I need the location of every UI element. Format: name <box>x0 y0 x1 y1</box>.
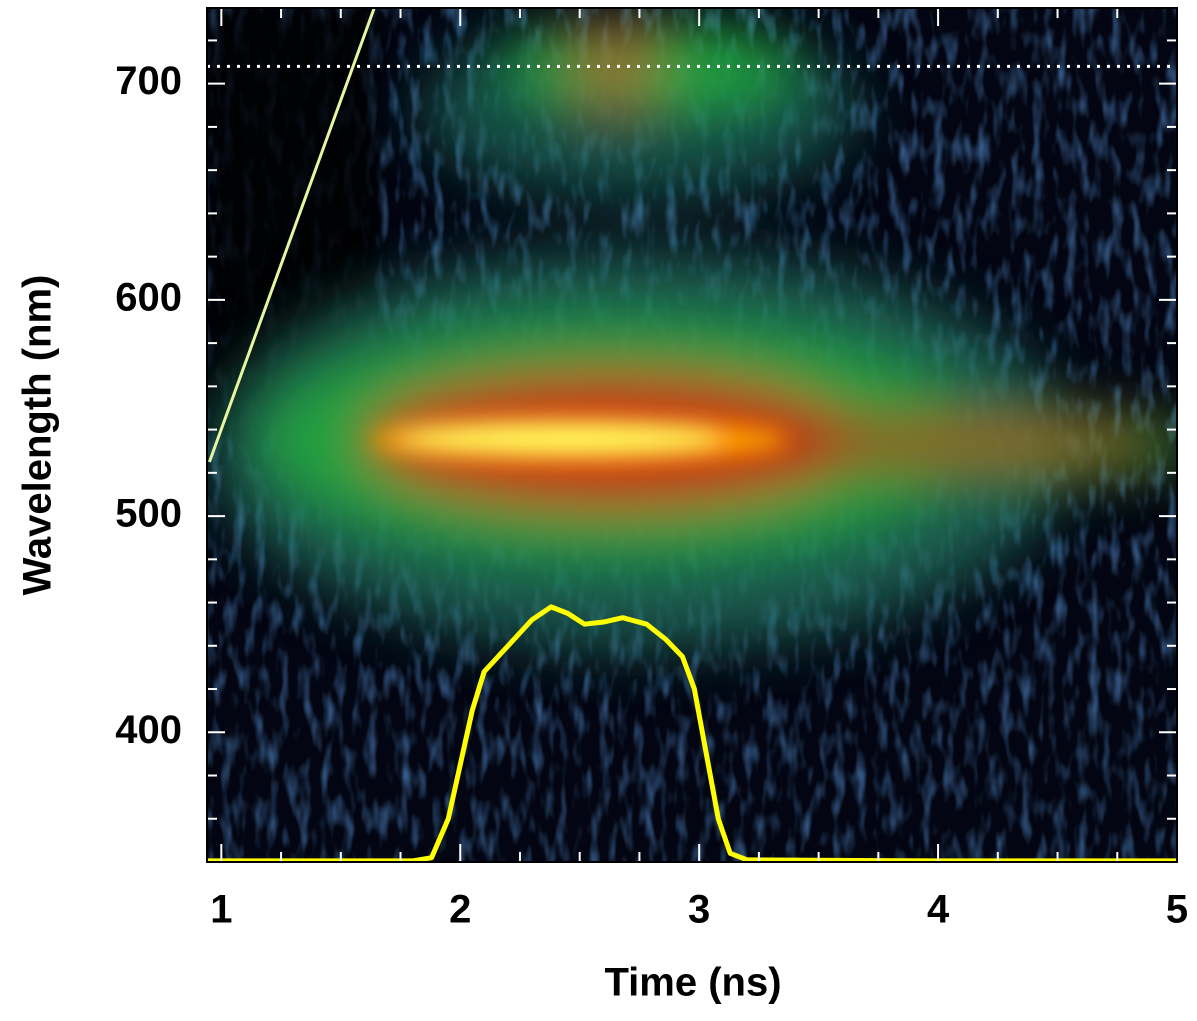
y-tick-label: 700 <box>115 59 182 103</box>
y-tick-label: 500 <box>115 492 182 536</box>
overlay <box>207 8 1177 862</box>
axes: 1 2 3 4 5 400 500 600 700 <box>115 8 1188 932</box>
x-tick-label: 3 <box>688 888 710 932</box>
x-tick-label: 5 <box>1166 888 1188 932</box>
pulse-line <box>207 604 1177 862</box>
plot-frame <box>206 7 1178 863</box>
y-tick-label: 600 <box>115 275 182 319</box>
y-axis-label: Wavelength (nm) <box>16 275 60 596</box>
x-tick-label: 2 <box>449 888 471 932</box>
x-tick-label: 1 <box>210 888 232 932</box>
x-tick-label: 4 <box>927 888 950 932</box>
diagonal-line <box>207 8 376 463</box>
x-axis-label: Time (ns) <box>604 961 781 1005</box>
y-tick-label: 400 <box>115 708 182 752</box>
